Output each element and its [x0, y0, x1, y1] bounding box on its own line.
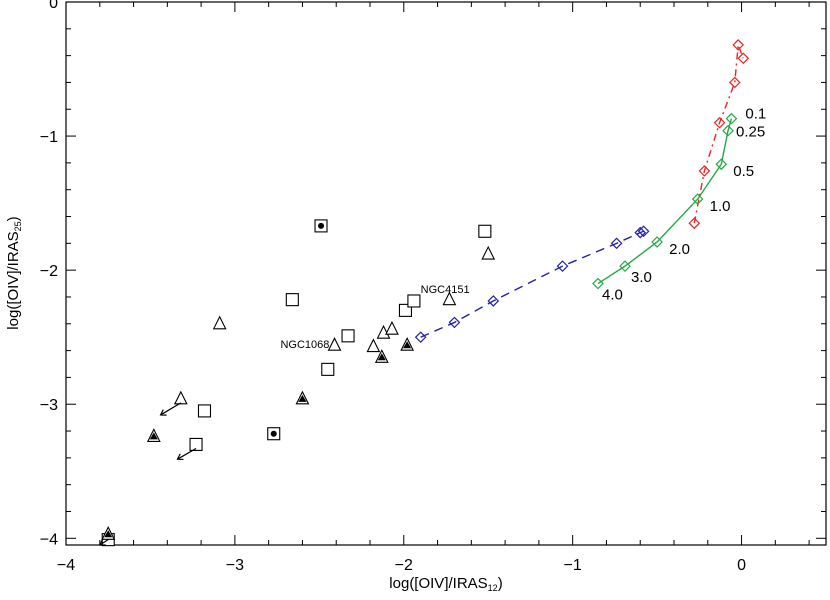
diamond-marker	[414, 331, 427, 344]
y-axis-title: log([OIV]/IRAS25)	[5, 216, 23, 329]
y-tick-label: 0	[49, 0, 58, 12]
diamond-marker	[691, 193, 704, 205]
triangle-marker	[442, 291, 457, 306]
diamond-marker	[732, 39, 745, 51]
diamond-marker	[592, 277, 604, 290]
model-point-label: 0.25	[736, 124, 765, 141]
square-marker	[478, 224, 492, 238]
y-tick-label: −3	[40, 397, 58, 414]
triangle-fill	[377, 353, 386, 361]
square-fill-dot	[318, 222, 325, 229]
diamond-marker	[725, 112, 738, 125]
square-marker	[189, 437, 203, 451]
plot-frame	[65, 1, 827, 546]
data-labels: 4.0 3.0 2.0 1.0 0.5 0.250.1 NGC4151 NGC1068	[280, 106, 766, 351]
diamond-marker	[688, 217, 701, 230]
triangle-marker	[173, 390, 188, 405]
triangle-fill	[298, 394, 307, 402]
galaxy-annotation: NGC1068	[280, 339, 329, 351]
upper-limit-arrow	[177, 447, 197, 460]
triangle-marker	[385, 320, 399, 335]
square-marker	[285, 293, 299, 307]
diamond-marker	[722, 124, 734, 137]
diamond-marker	[448, 316, 461, 329]
diamond-marker	[556, 260, 569, 272]
model-point-label: 2.0	[669, 241, 690, 258]
triangle-fill	[149, 432, 158, 440]
y-tick-label: −1	[40, 129, 58, 146]
square-marker	[197, 404, 212, 418]
galaxy-annotation: NGC4151	[421, 284, 470, 296]
triangle-marker	[366, 338, 381, 353]
square-fill-dot	[270, 430, 277, 437]
diamond-marker	[651, 236, 663, 248]
tick-labels: −4 −3 −2 −1 0 0 −1 −2 −3 −4	[40, 0, 746, 574]
arrow-head	[176, 453, 184, 461]
data-markers	[98, 39, 750, 547]
y-tick-label: −4	[40, 531, 58, 548]
triangle-marker	[327, 336, 342, 351]
diamond-marker	[619, 260, 631, 272]
model-point-label: 3.0	[631, 269, 652, 286]
diamond-marker	[487, 295, 500, 307]
triangle-marker	[212, 315, 227, 330]
upper-limit-arrow	[99, 539, 109, 546]
diamond-marker	[634, 226, 647, 239]
diamond-marker	[737, 52, 750, 65]
arrow-head	[159, 409, 167, 416]
x-axis-title: log([OIV]/IRAS12)	[389, 575, 502, 593]
square-marker	[407, 294, 421, 308]
axis-ticks	[65, 1, 826, 545]
upper-limit-arrow	[160, 402, 182, 416]
square-marker	[341, 329, 355, 343]
triangle-fill	[403, 341, 412, 349]
x-tick-label: −3	[226, 557, 244, 574]
x-tick-label: −1	[564, 557, 582, 574]
x-tick-label: −2	[395, 557, 413, 574]
model-point-label: 0.5	[733, 163, 754, 180]
square-marker	[321, 362, 335, 376]
diamond-marker	[637, 225, 650, 238]
y-tick-label: −2	[40, 263, 58, 280]
x-tick-label: 0	[737, 557, 746, 574]
diamond-marker	[715, 158, 728, 171]
diamond-marker	[610, 237, 623, 250]
model-point-label: 4.0	[602, 287, 623, 304]
model-point-label: 1.0	[710, 198, 731, 215]
diamond-marker	[698, 165, 711, 177]
arrow-head	[98, 539, 106, 546]
diamond-marker	[713, 116, 726, 129]
x-tick-label: −4	[57, 557, 75, 574]
triangle-marker	[481, 245, 496, 260]
diamond-marker	[728, 76, 741, 89]
series-line-1	[597, 118, 733, 285]
series-line-2	[693, 44, 744, 224]
model-point-label: 0.1	[745, 106, 766, 123]
triangle-fill	[104, 530, 113, 538]
